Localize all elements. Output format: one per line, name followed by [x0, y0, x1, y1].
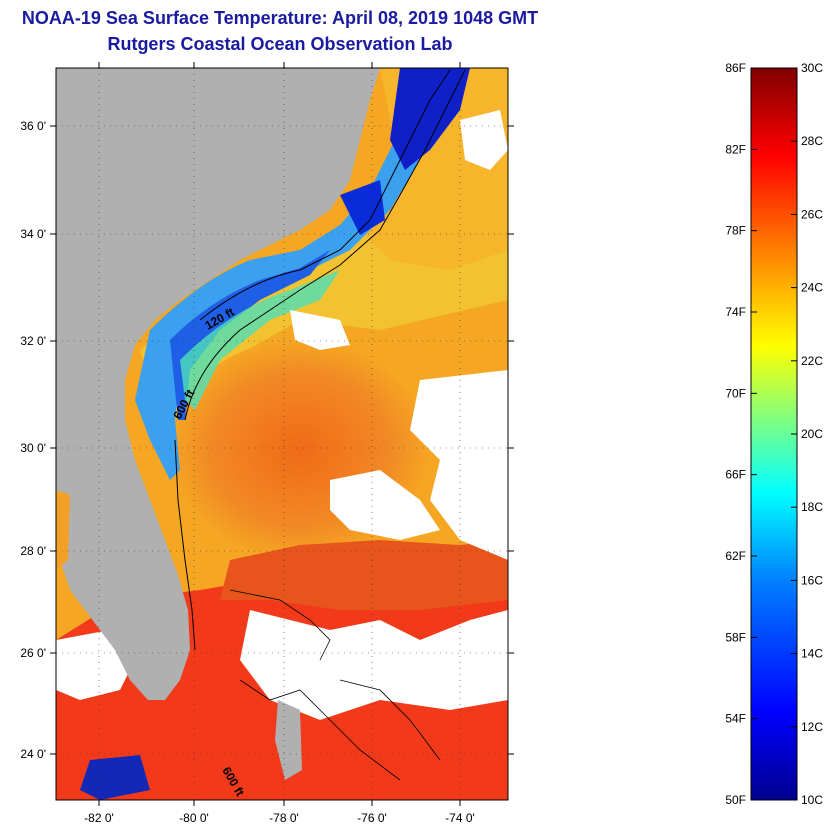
colorbar-f-label: 78F	[725, 224, 746, 238]
lat-label-36: 36 0'	[20, 119, 46, 133]
frame-ticks	[50, 62, 514, 806]
land-andros	[275, 700, 302, 780]
colorbar-c-label: 12C	[801, 720, 823, 734]
colorbar-f-label: 66F	[725, 468, 746, 482]
colorbar-c-label: 22C	[801, 354, 823, 368]
contour-600ft-south	[174, 439, 196, 651]
contour-120ft	[199, 69, 451, 321]
colorbar-f-label: 58F	[725, 630, 746, 644]
map-area: 120 ft 600 ft 600 ft	[56, 68, 508, 800]
cloud-center	[330, 470, 440, 540]
cold-coastal-band	[135, 68, 470, 480]
colorbar-c-label: 10C	[801, 793, 823, 807]
map-title: NOAA-19 Sea Surface Temperature: April 0…	[21, 8, 539, 28]
contour-600ft	[184, 69, 466, 421]
lon-label-80: -80 0'	[179, 811, 209, 825]
cloud-south	[240, 610, 508, 720]
cold-pamlico	[340, 180, 385, 235]
colorbar-f-label: 86F	[725, 61, 746, 75]
colorbar-f-labels: 86F 82F 78F 74F 70F 66F 62F 58F 54F 50F	[725, 61, 746, 807]
colorbar-f-label: 82F	[725, 142, 746, 156]
cloud-north	[290, 310, 350, 350]
colorbar-c-label: 14C	[801, 647, 823, 661]
cold-ne	[390, 68, 470, 170]
colorbar-c-label: 18C	[801, 500, 823, 514]
graticule	[56, 68, 508, 800]
colorbar-c-label: 26C	[801, 207, 823, 221]
lat-label-26: 26 0'	[20, 646, 46, 660]
cold-bay	[80, 755, 150, 800]
southern-band	[220, 540, 508, 610]
colorbar-c-label: 24C	[801, 281, 823, 295]
lat-label-32: 32 0'	[20, 334, 46, 348]
land-mainland	[56, 68, 380, 700]
contour-bahamas	[229, 589, 441, 781]
lat-labels: 36 0' 34 0' 32 0' 30 0' 28 0' 26 0' 24 0…	[20, 119, 46, 761]
cold-inner-band	[170, 250, 330, 420]
transition-band	[180, 270, 340, 410]
lat-label-30: 30 0'	[20, 441, 46, 455]
lon-label-78: -78 0'	[269, 811, 299, 825]
lon-label-82: -82 0'	[84, 811, 114, 825]
colorbar-f-label: 70F	[725, 386, 746, 400]
colorbar-gradient	[750, 67, 798, 801]
colorbar-c-labels: 30C 28C 26C 24C 22C 20C 18C 16C 14C 12C 10C	[801, 61, 823, 807]
cloud-east	[410, 370, 508, 560]
colorbar-f-label: 50F	[725, 793, 746, 807]
colorbar-c-label: 30C	[801, 61, 823, 75]
lon-labels: -82 0' -80 0' -78 0' -76 0' -74 0'	[84, 811, 475, 825]
colorbar-c-label: 20C	[801, 427, 823, 441]
lat-label-28: 28 0'	[20, 544, 46, 558]
colorbar-f-label: 54F	[725, 712, 746, 726]
lon-label-74: -74 0'	[445, 811, 475, 825]
colorbar-c-label: 28C	[801, 134, 823, 148]
map-frame	[55, 67, 509, 801]
colorbar-f-label: 74F	[725, 305, 746, 319]
colorbar-f-label: 62F	[725, 549, 746, 563]
lat-label-34: 34 0'	[20, 227, 46, 241]
map-subtitle: Rutgers Coastal Ocean Observation Lab	[107, 34, 453, 54]
gulf-coast-water	[56, 490, 70, 570]
lat-label-24: 24 0'	[20, 747, 46, 761]
lon-label-76: -76 0'	[357, 811, 387, 825]
colorbar-c-label: 16C	[801, 573, 823, 587]
colorbar: 86F 82F 78F 74F 70F 66F 62F 58F 54F 50F 30C 28C 26C…	[725, 61, 823, 807]
cloud-ne	[460, 110, 508, 170]
